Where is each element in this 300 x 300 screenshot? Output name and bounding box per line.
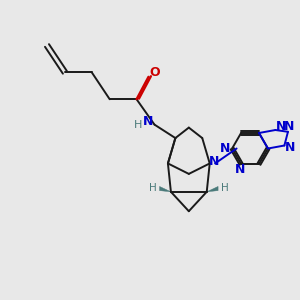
Text: N: N bbox=[209, 155, 219, 168]
Text: N: N bbox=[143, 115, 153, 128]
Text: N: N bbox=[284, 120, 295, 133]
Text: N: N bbox=[285, 141, 296, 154]
Text: H: H bbox=[148, 183, 156, 193]
Text: N: N bbox=[235, 163, 246, 176]
Text: N: N bbox=[276, 120, 286, 133]
Text: N: N bbox=[220, 142, 231, 155]
Polygon shape bbox=[207, 186, 218, 192]
Text: H: H bbox=[134, 120, 142, 130]
Text: O: O bbox=[150, 66, 160, 79]
Text: H: H bbox=[221, 183, 229, 193]
Polygon shape bbox=[160, 186, 171, 192]
